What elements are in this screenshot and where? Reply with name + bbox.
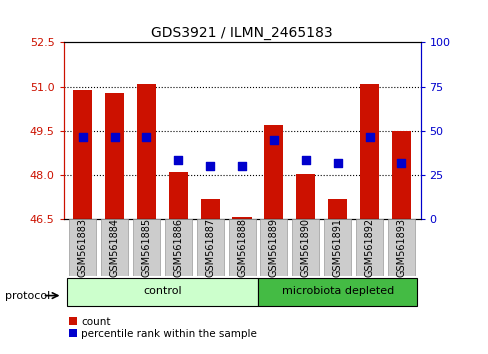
Bar	[232, 217, 251, 219]
Bar	[327, 199, 346, 219]
FancyBboxPatch shape	[196, 219, 224, 276]
Bar	[105, 93, 124, 219]
Text: GSM561883: GSM561883	[78, 218, 87, 277]
Text: control: control	[143, 286, 182, 296]
Bar	[168, 172, 187, 219]
Text: GSM561893: GSM561893	[396, 218, 406, 277]
Point	[238, 164, 245, 169]
Text: GSM561889: GSM561889	[268, 218, 278, 277]
Point	[397, 161, 405, 166]
Text: GSM561884: GSM561884	[109, 218, 120, 277]
Bar	[258, 278, 416, 306]
Bar	[391, 131, 410, 219]
Point	[174, 158, 182, 163]
Bar	[67, 278, 258, 306]
FancyBboxPatch shape	[164, 219, 191, 276]
FancyBboxPatch shape	[260, 219, 287, 276]
Point	[365, 134, 373, 140]
Text: microbiota depleted: microbiota depleted	[281, 286, 393, 296]
Text: GSM561887: GSM561887	[205, 218, 215, 278]
Text: GSM561891: GSM561891	[332, 218, 342, 277]
Point	[269, 137, 277, 143]
Point	[301, 158, 309, 163]
Text: GSM561888: GSM561888	[237, 218, 246, 277]
FancyBboxPatch shape	[324, 219, 350, 276]
FancyBboxPatch shape	[355, 219, 382, 276]
Point	[142, 134, 150, 140]
FancyBboxPatch shape	[69, 219, 96, 276]
FancyBboxPatch shape	[292, 219, 319, 276]
FancyBboxPatch shape	[228, 219, 255, 276]
Point	[206, 164, 214, 169]
Bar	[359, 84, 378, 219]
Legend: count, percentile rank within the sample: count, percentile rank within the sample	[69, 317, 257, 339]
Text: GSM561892: GSM561892	[364, 218, 374, 278]
Bar	[73, 90, 92, 219]
Bar	[137, 84, 156, 219]
Point	[79, 134, 86, 140]
Text: GSM561890: GSM561890	[300, 218, 310, 277]
FancyBboxPatch shape	[101, 219, 128, 276]
Text: GSM561886: GSM561886	[173, 218, 183, 277]
Text: protocol: protocol	[5, 291, 50, 301]
Text: GSM561885: GSM561885	[141, 218, 151, 278]
FancyBboxPatch shape	[133, 219, 160, 276]
Bar	[264, 125, 283, 219]
Point	[333, 161, 341, 166]
Title: GDS3921 / ILMN_2465183: GDS3921 / ILMN_2465183	[151, 26, 332, 40]
Point	[110, 134, 118, 140]
Bar	[200, 199, 219, 219]
Bar	[296, 174, 315, 219]
FancyBboxPatch shape	[387, 219, 414, 276]
